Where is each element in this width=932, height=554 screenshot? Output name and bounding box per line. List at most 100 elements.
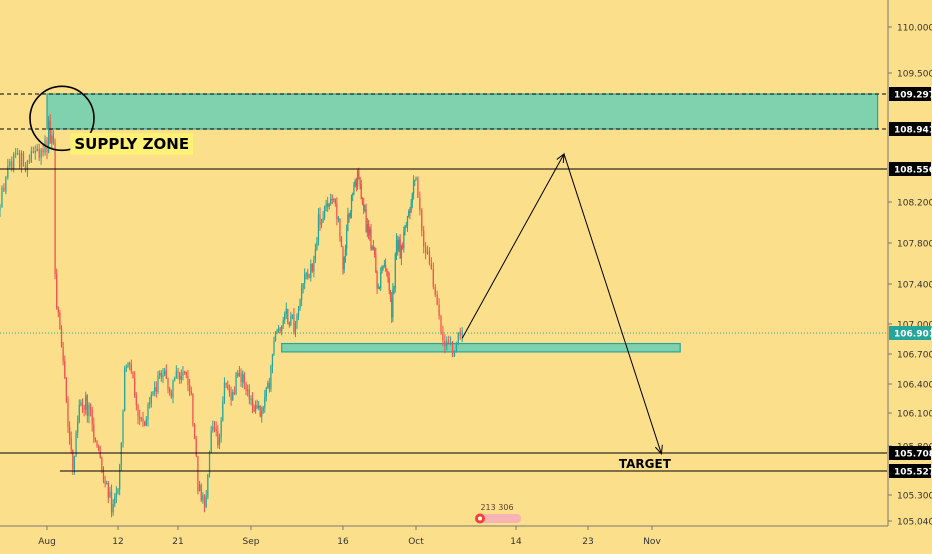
- candle: [42, 143, 44, 157]
- candle-body: [352, 193, 354, 196]
- candle-body: [265, 387, 267, 397]
- candle-body: [177, 371, 179, 373]
- candle-body: [233, 392, 236, 394]
- candle: [403, 226, 405, 253]
- candle: [253, 404, 255, 413]
- candle-body: [190, 391, 192, 394]
- candle: [212, 420, 214, 433]
- candle-body: [170, 391, 172, 398]
- candle: [104, 475, 106, 488]
- candle-body: [80, 402, 82, 405]
- candle-body: [330, 199, 332, 204]
- candle: [316, 237, 318, 251]
- candle: [22, 150, 25, 167]
- candle-body: [24, 164, 27, 171]
- highlight-circle[interactable]: [29, 85, 95, 152]
- candle: [451, 340, 454, 358]
- candle: [349, 210, 351, 219]
- support-zone[interactable]: [281, 342, 681, 353]
- candle-body: [159, 372, 161, 376]
- candle: [404, 225, 406, 236]
- candle: [142, 411, 144, 427]
- candle: [65, 377, 68, 404]
- candle-body: [56, 274, 58, 308]
- candle: [205, 489, 207, 508]
- candle-body: [274, 332, 277, 341]
- candle: [262, 405, 264, 414]
- candle: [276, 328, 278, 335]
- candle-body: [162, 374, 164, 377]
- candle-body: [307, 273, 309, 278]
- candle: [16, 148, 19, 156]
- candle-body: [207, 473, 209, 497]
- candle: [455, 341, 458, 353]
- candle: [267, 380, 269, 390]
- candle: [227, 380, 229, 391]
- candle-body: [415, 177, 417, 181]
- candle: [107, 481, 109, 504]
- candle: [388, 272, 390, 295]
- candle-body: [414, 180, 416, 182]
- candle: [363, 197, 365, 215]
- supply-zone[interactable]: [46, 93, 879, 130]
- candle-body: [259, 405, 261, 417]
- candle: [409, 207, 411, 220]
- candle-body: [193, 424, 196, 439]
- candle: [350, 194, 353, 219]
- candle: [333, 197, 335, 203]
- candle: [293, 308, 295, 335]
- candle: [353, 181, 355, 196]
- candle: [337, 215, 340, 223]
- y-tick-label: 109.500: [897, 70, 932, 80]
- candle: [175, 365, 177, 379]
- candle-body: [232, 392, 234, 401]
- candle-body: [361, 199, 364, 205]
- candle: [399, 234, 401, 259]
- candle: [197, 455, 199, 495]
- candle-body: [353, 184, 355, 194]
- candle: [426, 245, 429, 255]
- candle: [26, 159, 29, 177]
- candle: [360, 179, 362, 200]
- candle-body: [392, 289, 394, 318]
- candle: [110, 484, 113, 518]
- candle-body: [179, 372, 181, 380]
- candle-body: [387, 271, 389, 279]
- candle: [342, 245, 344, 275]
- candle: [419, 191, 421, 216]
- candle-body: [47, 120, 50, 153]
- candle-body: [125, 366, 127, 369]
- price-label-box: [889, 464, 931, 478]
- candle-body: [359, 176, 361, 185]
- candle-body: [350, 195, 353, 213]
- candle-body: [202, 495, 204, 501]
- candle: [170, 389, 172, 399]
- candle: [434, 283, 436, 298]
- candle-body: [438, 304, 440, 316]
- candle: [162, 368, 164, 383]
- candle-body: [251, 398, 254, 408]
- candle: [250, 395, 252, 406]
- candle: [307, 268, 309, 280]
- candle: [330, 193, 332, 206]
- candle: [302, 283, 304, 294]
- candle-body: [9, 161, 11, 167]
- candle: [268, 377, 271, 393]
- candle: [336, 197, 338, 226]
- candle-body: [5, 177, 7, 192]
- candle: [389, 289, 392, 302]
- candle: [367, 219, 370, 240]
- candle: [102, 466, 105, 484]
- x-tick-label: 21: [172, 537, 183, 547]
- candle-body: [446, 340, 448, 347]
- candle: [334, 198, 336, 207]
- candle: [139, 409, 141, 426]
- candle: [200, 483, 202, 503]
- candle: [62, 342, 64, 366]
- candle-body: [160, 372, 162, 377]
- candle-body: [107, 483, 109, 498]
- candle: [150, 391, 152, 408]
- candle-body: [305, 273, 307, 275]
